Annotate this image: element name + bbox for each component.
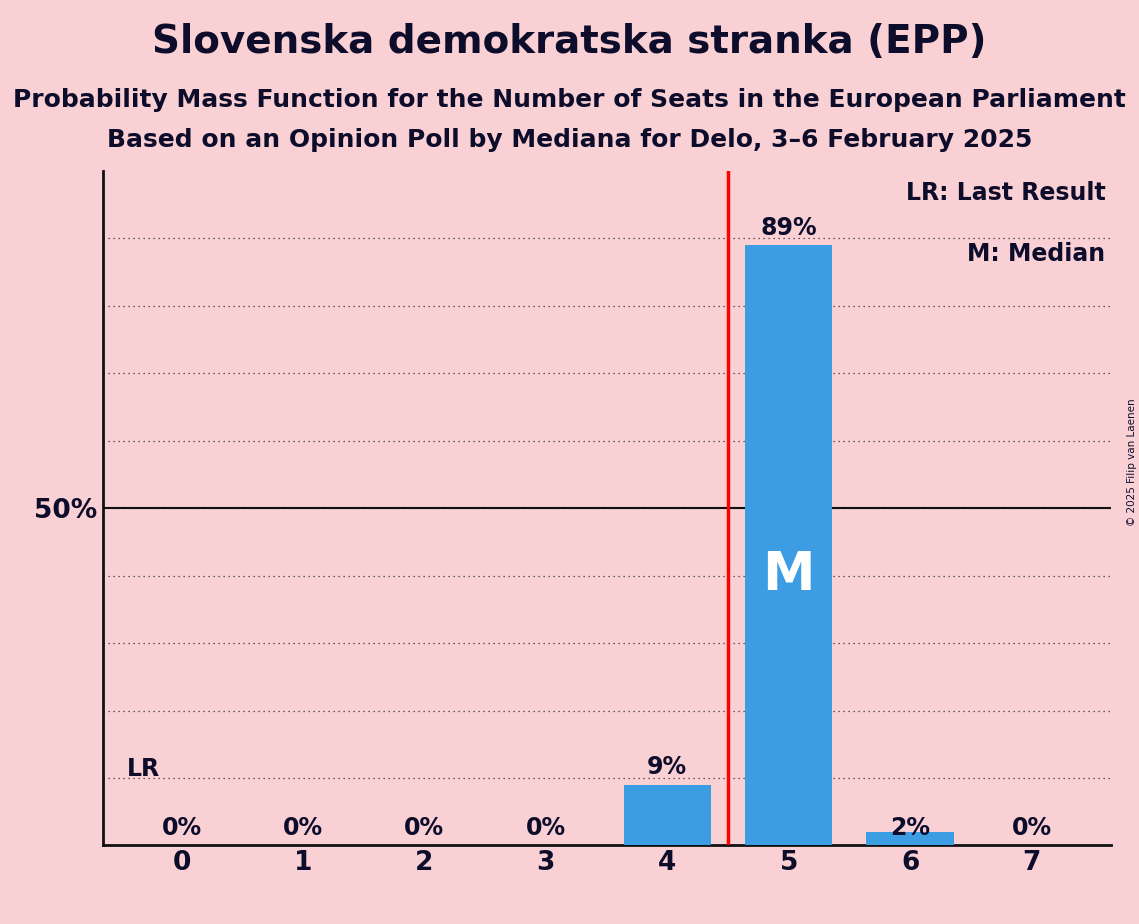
Text: Slovenska demokratska stranka (EPP): Slovenska demokratska stranka (EPP) (153, 23, 986, 61)
Bar (745, 245, 833, 845)
Text: LR: LR (126, 758, 159, 782)
Text: 0%: 0% (404, 816, 444, 840)
Text: Based on an Opinion Poll by Mediana for Delo, 3–6 February 2025: Based on an Opinion Poll by Mediana for … (107, 128, 1032, 152)
Text: 2%: 2% (891, 816, 931, 840)
Bar (623, 784, 711, 845)
Text: 9%: 9% (647, 755, 687, 779)
Bar (867, 832, 953, 845)
Text: 0%: 0% (162, 816, 202, 840)
Text: 0%: 0% (282, 816, 323, 840)
Text: 89%: 89% (761, 215, 817, 239)
Text: M: M (762, 549, 814, 602)
Text: Probability Mass Function for the Number of Seats in the European Parliament: Probability Mass Function for the Number… (13, 88, 1126, 112)
Text: 0%: 0% (1011, 816, 1051, 840)
Text: LR: Last Result: LR: Last Result (906, 181, 1106, 205)
Text: M: Median: M: Median (967, 242, 1106, 266)
Text: © 2025 Filip van Laenen: © 2025 Filip van Laenen (1126, 398, 1137, 526)
Text: 0%: 0% (526, 816, 566, 840)
